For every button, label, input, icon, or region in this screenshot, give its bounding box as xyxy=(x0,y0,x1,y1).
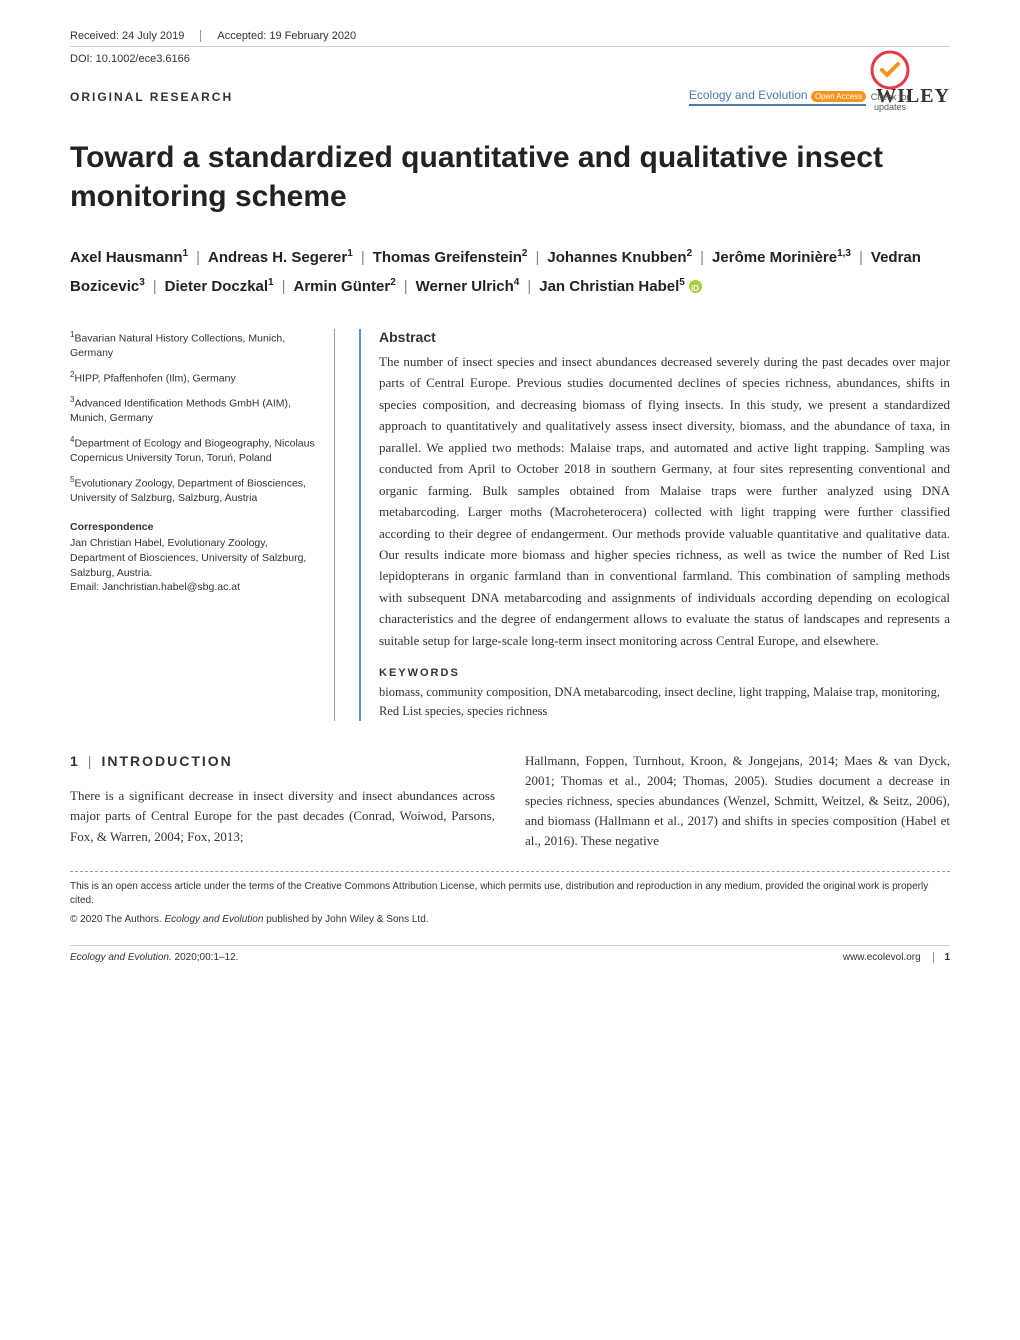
intro-text-right: Hallmann, Foppen, Turnhout, Kroon, & Jon… xyxy=(525,751,950,852)
page-footer: Ecology and Evolution. 2020;00:1–12. www… xyxy=(70,945,950,963)
affiliations-column: 1Bavarian Natural History Collections, M… xyxy=(70,329,335,721)
doi: DOI: 10.1002/ece3.6166 xyxy=(70,53,950,65)
intro-heading: 1 | INTRODUCTION xyxy=(70,751,495,773)
copyright-journal: Ecology and Evolution xyxy=(164,914,263,925)
dates-row: Received: 24 July 2019 Accepted: 19 Febr… xyxy=(70,30,950,47)
intro-head-text: INTRODUCTION xyxy=(101,753,232,769)
intro-text-left: There is a significant decrease in insec… xyxy=(70,786,495,846)
affiliation: 5Evolutionary Zoology, Department of Bio… xyxy=(70,474,316,506)
author: Armin Günter2 xyxy=(294,278,396,295)
footer-left: Ecology and Evolution. 2020;00:1–12. xyxy=(70,952,238,963)
copyright-prefix: © 2020 The Authors. xyxy=(70,914,164,925)
affiliation: 4Department of Ecology and Biogeography,… xyxy=(70,434,316,466)
article-title: Toward a standardized quantitative and q… xyxy=(70,138,950,216)
footer-url: www.ecolevol.org xyxy=(843,952,921,963)
license-text: This is an open access article under the… xyxy=(70,880,950,908)
intro-number: 1 xyxy=(70,753,80,769)
abstract-body: The number of insect species and insect … xyxy=(379,351,950,651)
footer-right: www.ecolevol.org 1 xyxy=(843,952,950,963)
author: Johannes Knubben2 xyxy=(547,249,692,266)
journal-name-text: Ecology and Evolution xyxy=(689,88,808,102)
intro-col-right: Hallmann, Foppen, Turnhout, Kroon, & Jon… xyxy=(525,751,950,852)
keywords-head: KEYWORDS xyxy=(379,667,950,679)
abstract-head: Abstract xyxy=(379,329,950,345)
author-separator: | xyxy=(145,278,165,295)
journal-name: Ecology and Evolution Open Access xyxy=(689,88,866,106)
author: Andreas H. Segerer1 xyxy=(208,249,353,266)
author-separator: | xyxy=(188,249,208,266)
author: Thomas Greifenstein2 xyxy=(373,249,528,266)
author: Dieter Doczkal1 xyxy=(165,278,274,295)
check-for-updates-badge[interactable]: Check for updates xyxy=(860,50,920,112)
affiliation-list: 1Bavarian Natural History Collections, M… xyxy=(70,329,316,506)
check-updates-label: Check for updates xyxy=(871,92,910,112)
copyright-text: © 2020 The Authors. Ecology and Evolutio… xyxy=(70,914,950,925)
license-divider xyxy=(70,871,950,872)
correspondence-head: Correspondence xyxy=(70,520,316,535)
footer-page-number: 1 xyxy=(933,952,950,963)
author-separator: | xyxy=(527,249,547,266)
article-type: ORIGINAL RESEARCH xyxy=(70,90,233,104)
author: Axel Hausmann1 xyxy=(70,249,188,266)
introduction-section: 1 | INTRODUCTION There is a significant de… xyxy=(70,751,950,852)
accepted-date: Accepted: 19 February 2020 xyxy=(201,30,356,42)
affiliation: 3Advanced Identification Methods GmbH (A… xyxy=(70,394,316,426)
keywords-body: biomass, community composition, DNA meta… xyxy=(379,683,950,721)
author-separator: | xyxy=(519,278,539,295)
author-separator: | xyxy=(353,249,373,266)
author-separator: | xyxy=(692,249,712,266)
open-access-pill: Open Access xyxy=(811,91,866,102)
abstract-column: Abstract The number of insect species an… xyxy=(359,329,950,721)
intro-col-left: 1 | INTRODUCTION There is a significant de… xyxy=(70,751,495,852)
correspondence-body: Jan Christian Habel, Evolutionary Zoolog… xyxy=(70,536,316,580)
author-separator: | xyxy=(274,278,294,295)
affiliation: 1Bavarian Natural History Collections, M… xyxy=(70,329,316,361)
author-separator: | xyxy=(396,278,416,295)
correspondence-email: Email: Janchristian.habel@sbg.ac.at xyxy=(70,580,316,595)
author-separator: | xyxy=(851,249,871,266)
author: Jerôme Morinière1,3 xyxy=(712,249,851,266)
copyright-suffix: published by John Wiley & Sons Ltd. xyxy=(263,914,428,925)
footer-citation: 2020;00:1–12. xyxy=(172,952,239,963)
meta-abstract-row: 1Bavarian Natural History Collections, M… xyxy=(70,329,950,721)
intro-bar: | xyxy=(88,753,94,769)
received-date: Received: 24 July 2019 xyxy=(70,30,201,42)
affiliation: 2HIPP, Pfaffenhofen (Ilm), Germany xyxy=(70,369,316,386)
orcid-icon[interactable] xyxy=(689,280,702,293)
author-list: Axel Hausmann1|Andreas H. Segerer1|Thoma… xyxy=(70,244,950,301)
footer-journal: Ecology and Evolution. xyxy=(70,952,172,963)
article-type-row: ORIGINAL RESEARCH Ecology and Evolution … xyxy=(70,85,950,108)
check-updates-icon xyxy=(870,50,910,90)
author: Jan Christian Habel5 xyxy=(539,278,702,295)
author: Werner Ulrich4 xyxy=(416,278,520,295)
